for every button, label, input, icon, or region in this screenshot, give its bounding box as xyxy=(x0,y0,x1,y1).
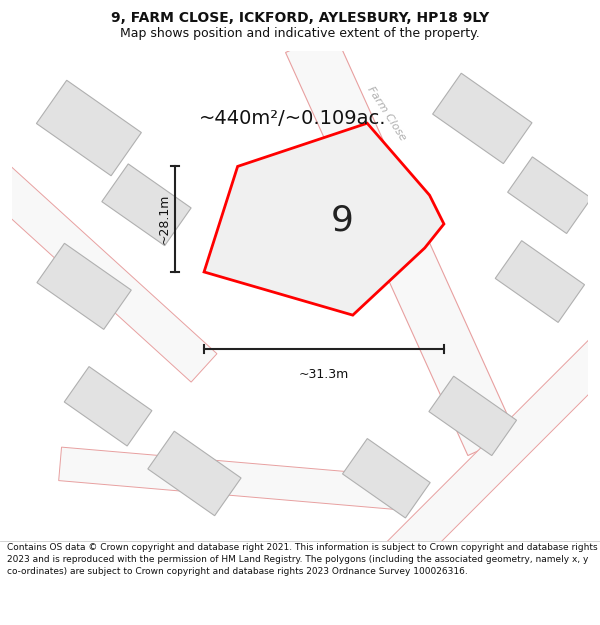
Text: 9, FARM CLOSE, ICKFORD, AYLESBURY, HP18 9LY: 9, FARM CLOSE, ICKFORD, AYLESBURY, HP18 … xyxy=(111,11,489,25)
Text: Map shows position and indicative extent of the property.: Map shows position and indicative extent… xyxy=(120,27,480,40)
Polygon shape xyxy=(429,376,517,456)
Text: 9: 9 xyxy=(331,204,353,238)
Text: Farm Close: Farm Close xyxy=(365,85,407,142)
Polygon shape xyxy=(286,31,516,456)
Polygon shape xyxy=(59,447,397,509)
Text: ~28.1m: ~28.1m xyxy=(157,194,170,244)
Text: Contains OS data © Crown copyright and database right 2021. This information is : Contains OS data © Crown copyright and d… xyxy=(7,543,598,576)
Polygon shape xyxy=(508,157,592,234)
Polygon shape xyxy=(204,123,444,315)
Polygon shape xyxy=(0,162,217,382)
Polygon shape xyxy=(102,164,191,246)
Text: ~440m²/~0.109ac.: ~440m²/~0.109ac. xyxy=(199,109,387,128)
Text: ~31.3m: ~31.3m xyxy=(299,368,349,381)
Polygon shape xyxy=(433,73,532,164)
Polygon shape xyxy=(495,241,584,322)
Polygon shape xyxy=(64,367,152,446)
Polygon shape xyxy=(37,243,131,329)
Polygon shape xyxy=(148,431,241,516)
Polygon shape xyxy=(382,335,600,573)
Polygon shape xyxy=(37,80,142,176)
Polygon shape xyxy=(343,439,430,518)
